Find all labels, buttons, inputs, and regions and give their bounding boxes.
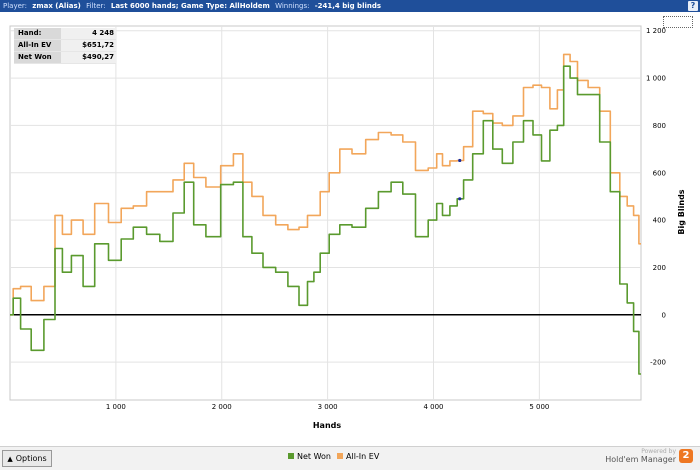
x-tick-label: 1 000 [106,403,126,411]
y-tick-label: -200 [650,359,666,367]
legend-item-all-in-ev[interactable]: All-In EV [337,452,379,461]
x-tick-label: 3 000 [318,403,338,411]
legend-label: Net Won [297,452,331,461]
series-lines [10,53,641,375]
plot-area [9,25,642,401]
help-icon[interactable]: ? [688,1,698,11]
stat-label: Net Won [14,52,62,63]
legend-swatch [337,453,343,459]
x-axis-label: Hands [313,421,342,430]
stat-row-net-won: Net Won $490,27 [14,52,116,64]
stat-label: All-In EV [14,40,62,51]
winnings-label: Winnings: [275,2,310,10]
title-bar: Player: zmax (Alias) Filter: Last 6000 h… [0,0,700,12]
series-line-net-won [10,65,641,375]
brand-badge-icon: 2 [679,449,693,463]
y-tick-label: 800 [653,122,666,130]
grid [9,25,642,401]
stat-value: $490,27 [61,52,116,63]
legend-swatch [288,453,294,459]
legend: Net Won All-In EV [288,452,379,461]
y-tick-label: 400 [653,217,666,225]
x-tick-label: 4 000 [423,403,443,411]
player-label: Player: [3,2,28,10]
legend-item-net-won[interactable]: Net Won [288,452,331,461]
y-tick-label: 1 200 [646,27,666,35]
y-tick-label: 1 000 [646,75,666,83]
y-tick-label: 0 [662,311,666,319]
bottom-bar [0,446,700,470]
stat-row-allin-ev: All-In EV $651,72 [14,40,116,52]
player-value: zmax (Alias) [32,2,81,10]
filter-label: Filter: [86,2,106,10]
hover-marker [458,158,462,163]
chart: 1 000 2 000 3 000 4 000 5 000 -200 0 200 400 600 8… [9,25,686,430]
winnings-value: -241,4 big blinds [314,2,382,10]
stat-label: Hand: [14,28,62,39]
legend-label: All-In EV [346,452,380,461]
series-line-all-in-ev [10,53,641,316]
hover-marker [458,197,462,201]
stat-value: $651,72 [61,40,116,51]
axes: 1 000 2 000 3 000 4 000 5 000 -200 0 200 400 600 8… [106,27,666,411]
triangle-up-icon: ▲ [7,455,13,463]
y-tick-label: 200 [653,264,666,272]
x-tick-label: 5 000 [529,403,549,411]
selection-box[interactable] [663,16,693,28]
brand: Powered by Hold'em Manager 2 [596,448,696,466]
brand-name: Hold'em Manager [605,455,676,464]
stats-box: Hand: 4 248 All-In EV $651,72 Net Won $4… [14,28,116,64]
markers [458,158,462,201]
stat-value: 4 248 [61,28,116,39]
y-tick-label: 600 [653,169,666,177]
y-axis-label: Big Blinds [677,189,686,234]
filter-value: Last 6000 hands; Game Type: AllHoldem [110,2,270,10]
options-button[interactable]: ▲ Options [2,450,52,467]
stat-row-hand: Hand: 4 248 [14,28,116,40]
x-tick-label: 2 000 [212,403,232,411]
powered-by-text: Powered by [641,448,676,455]
options-label: Options [15,454,47,463]
